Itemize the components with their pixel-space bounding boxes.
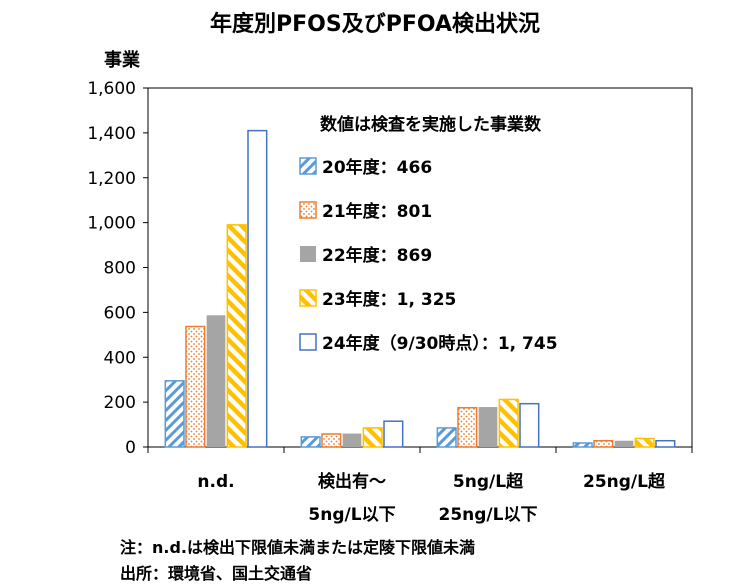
legend-title: 数値は検査を実施した事業数 (320, 114, 542, 135)
y-tick-label: 800 (104, 259, 136, 279)
x-category-label: 検出有～ (318, 471, 386, 492)
y-tick-label: 600 (104, 303, 136, 323)
y-tick-label: 400 (104, 348, 136, 368)
bar (457, 406, 478, 448)
y-tick-label: 200 (104, 393, 136, 413)
bar (593, 439, 614, 448)
legend-entry-label: 21年度：801 (322, 201, 432, 222)
footnote: 注：n.d.は検出下限値未満または定陵下限値未満 (120, 538, 476, 557)
legend-swatch (300, 246, 316, 262)
bar (634, 437, 655, 448)
x-category-label: n.d. (197, 472, 234, 492)
y-tick-label: 1,200 (87, 169, 136, 189)
bar (185, 325, 206, 448)
y-tick-label: 1,600 (87, 79, 136, 99)
legend-swatch (299, 289, 317, 307)
legend-swatch (299, 201, 317, 219)
bar (436, 427, 457, 448)
bar (478, 407, 498, 447)
bar (655, 439, 676, 448)
y-tick-label: 0 (125, 438, 136, 458)
bar (321, 433, 342, 448)
bar (300, 436, 321, 448)
source-note: 出所：環境省、国土交通省 (120, 564, 313, 583)
bar (164, 380, 185, 448)
bar (226, 224, 247, 448)
bar (342, 433, 362, 447)
x-category-label: 5ng/L以下 (308, 505, 395, 525)
bar (383, 420, 404, 448)
bar (519, 402, 540, 448)
legend-swatch (299, 157, 317, 175)
bar (498, 398, 519, 448)
x-category-label: 25ng/L超 (583, 471, 666, 492)
bar (572, 442, 593, 448)
legend-entry-label: 24年度（9/30時点）：1, 745 (322, 333, 558, 354)
x-category-label: 5ng/L超 (453, 471, 524, 492)
bar (206, 315, 226, 447)
y-tick-label: 1,000 (87, 214, 136, 234)
bar (362, 427, 383, 448)
y-tick-label: 1,400 (87, 124, 136, 144)
legend-swatch (299, 333, 317, 351)
x-category-label: 25ng/L以下 (439, 505, 538, 525)
legend-entry-label: 23年度：1, 325 (322, 289, 456, 310)
bar (614, 440, 634, 447)
bar (247, 129, 268, 448)
legend-entry-label: 20年度：466 (322, 157, 432, 178)
legend-entry-label: 22年度：869 (322, 245, 432, 266)
chart-title: 年度別PFOS及びPFOA検出状況 (210, 12, 540, 37)
y-axis-unit-label: 事業 (104, 50, 140, 71)
